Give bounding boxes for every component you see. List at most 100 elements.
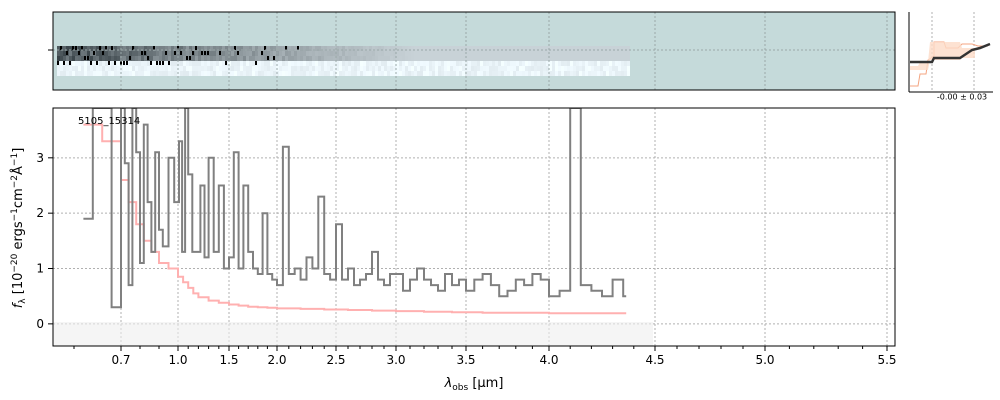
spectrum-2d-pixel xyxy=(240,61,243,66)
spectrum-2d-pixel xyxy=(144,66,147,71)
spectrum-2d-pixel xyxy=(261,61,264,66)
spectrum-2d-pixel xyxy=(324,66,327,71)
spectrum-2d-pixel xyxy=(177,61,180,66)
spectrum-2d-pixel xyxy=(480,56,483,61)
spectrum-2d-pixel xyxy=(393,46,396,51)
spectrum-2d-pixel xyxy=(489,51,492,56)
spectrum-2d-pixel xyxy=(219,66,222,71)
spectrum-2d-pixel xyxy=(60,56,63,61)
spectrum-2d-pixel xyxy=(525,66,528,71)
spectrum-2d-pixel xyxy=(165,61,168,66)
spectrum-2d-pixel xyxy=(138,61,141,66)
spectrum-2d-pixel xyxy=(498,66,501,71)
spectrum-2d-pixel xyxy=(615,46,618,51)
spectrum-2d-pixel xyxy=(555,51,558,56)
spectrum-2d-pixel xyxy=(393,71,396,76)
spectrum-2d-pixel xyxy=(441,51,444,56)
spectrum-2d-pixel xyxy=(84,71,87,76)
spectrum-2d-pixel xyxy=(375,71,378,76)
spectrum-2d-pixel xyxy=(72,46,74,50)
spectrum-2d-pixel xyxy=(135,51,138,56)
spectrum-2d-pixel xyxy=(537,66,540,71)
spectrum-2d-pixel xyxy=(576,56,579,61)
spectrum-2d-pixel xyxy=(615,56,618,61)
spectrum-2d-pixel xyxy=(429,56,432,61)
spectrum-2d-pixel xyxy=(96,66,99,71)
spectrum-2d-pixel xyxy=(519,71,522,76)
spectrum-2d-pixel xyxy=(333,46,336,51)
spectrum-2d-pixel xyxy=(603,71,606,76)
spectrum-2d-pixel xyxy=(123,66,126,71)
spectrum-2d-pixel xyxy=(507,46,510,51)
spectrum-2d-pixel xyxy=(537,56,540,61)
spectrum-2d-pixel xyxy=(213,61,216,66)
spectrum-2d-pixel xyxy=(114,61,116,65)
spectrum-2d-pixel xyxy=(618,46,621,51)
spectrum-2d-pixel xyxy=(603,61,606,66)
spectrum-2d-pixel xyxy=(474,56,477,61)
spectrum-2d-pixel xyxy=(402,61,405,66)
spectrum-2d-pixel xyxy=(357,56,360,61)
spectrum-2d-pixel xyxy=(366,51,369,56)
spectrum-2d-pixel xyxy=(348,46,351,51)
spectrum-2d-pixel xyxy=(75,71,78,76)
spectrum-2d-pixel xyxy=(567,71,570,76)
spectrum-2d-pixel xyxy=(510,66,513,71)
spectrum-2d-pixel xyxy=(144,46,147,51)
spectrum-2d-pixel xyxy=(78,71,81,76)
spectrum-2d-pixel xyxy=(108,51,111,56)
spectrum-2d-pixel xyxy=(192,71,195,76)
spectrum-2d-pixel xyxy=(216,51,219,56)
spectrum-2d-pixel xyxy=(420,66,423,71)
spectrum-2d-pixel xyxy=(441,61,444,66)
spectrum-2d-pixel xyxy=(105,66,108,71)
spectrum-2d-pixel xyxy=(612,56,615,61)
spectrum-2d-pixel xyxy=(129,71,132,76)
spectrum-2d-pixel xyxy=(291,56,294,61)
spectrum-2d-pixel xyxy=(525,61,528,66)
spectrum-2d-pixel xyxy=(486,46,489,51)
spectrum-2d-pixel xyxy=(195,66,198,71)
spectrum-2d-pixel xyxy=(477,61,480,66)
spectrum-2d-pixel xyxy=(627,61,630,66)
spectrum-2d-pixel xyxy=(141,66,144,71)
spectrum-2d-pixel xyxy=(339,71,342,76)
spectrum-2d-pixel xyxy=(390,61,393,66)
spectrum-2d-pixel xyxy=(537,46,540,51)
spectrum-2d-pixel xyxy=(387,56,390,61)
spectrum-2d-pixel xyxy=(432,51,435,56)
spectrum-2d-pixel xyxy=(213,56,216,61)
spectrum-2d-pixel xyxy=(471,71,474,76)
spectrum-2d-pixel xyxy=(210,61,213,66)
spectrum-2d-pixel xyxy=(489,46,492,51)
spectrum-2d-pixel xyxy=(570,56,573,61)
spectrum-2d-pixel xyxy=(525,56,528,61)
spectrum-2d-pixel xyxy=(126,46,129,51)
spectrum-2d-pixel xyxy=(516,71,519,76)
spectrum-2d-pixel xyxy=(60,66,63,71)
spectrum-2d-pixel xyxy=(135,46,138,51)
spectrum-2d-pixel xyxy=(57,66,60,71)
spectrum-2d-pixel xyxy=(261,51,263,55)
spectrum-2d-pixel xyxy=(420,61,423,66)
spectrum-2d-pixel xyxy=(198,61,201,66)
spectrum-2d-pixel xyxy=(231,56,234,61)
spectrum-2d-pixel xyxy=(78,61,81,66)
spectrum-2d-pixel xyxy=(594,61,597,66)
spectrum-2d-pixel xyxy=(69,61,71,65)
spectrum-2d-pixel xyxy=(402,46,405,51)
spectrum-2d-pixel xyxy=(378,46,381,51)
spectrum-2d-pixel xyxy=(606,46,609,51)
spectrum-2d-pixel xyxy=(606,66,609,71)
spectrum-2d-pixel xyxy=(57,51,60,56)
spectrum-2d-pixel xyxy=(486,56,489,61)
spectrum-2d-pixel xyxy=(462,61,465,66)
spectrum-2d-pixel xyxy=(468,51,471,56)
spectrum-2d-pixel xyxy=(66,66,69,71)
spectrum-2d-pixel xyxy=(114,71,117,76)
spectrum-2d-pixel xyxy=(357,61,360,66)
spectrum-2d-pixel xyxy=(183,51,186,56)
spectrum-2d-pixel xyxy=(540,66,543,71)
spectrum-2d-pixel xyxy=(255,66,258,71)
spectrum-2d-grid xyxy=(53,12,895,90)
